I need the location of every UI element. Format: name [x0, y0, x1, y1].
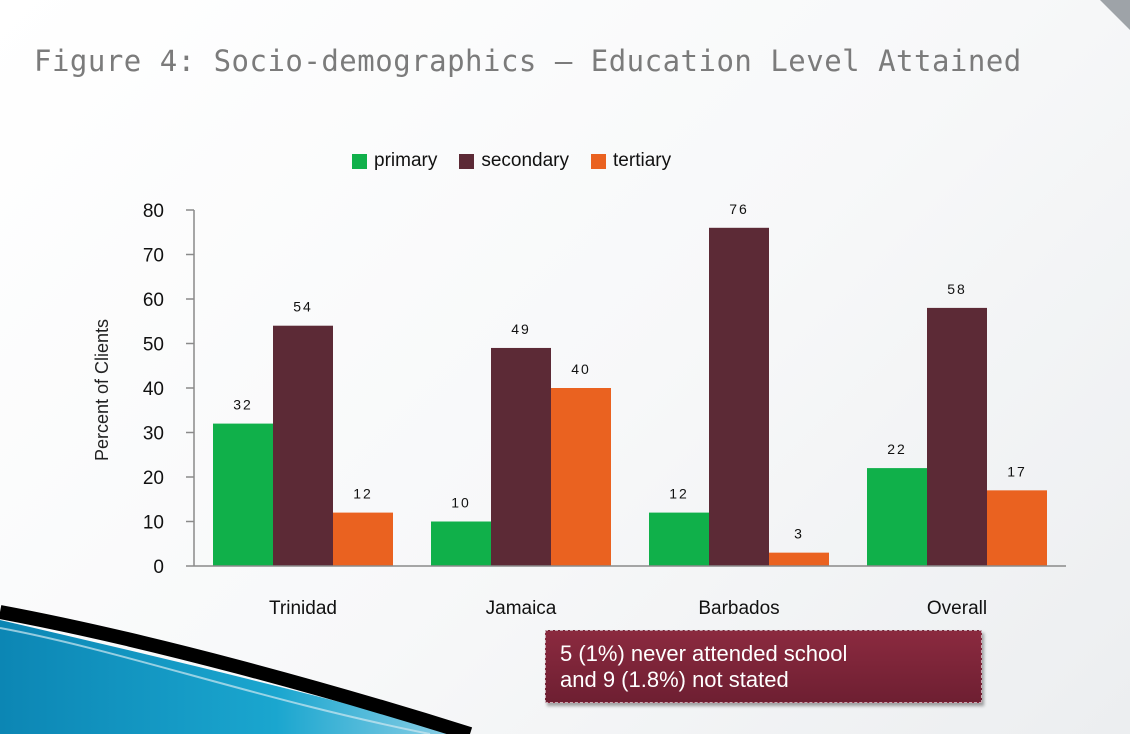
note-line-2: and 9 (1.8%) not stated: [560, 667, 789, 692]
legend-swatch-primary: [352, 153, 367, 169]
legend-item-primary: primary: [352, 150, 437, 172]
legend-item-tertiary: tertiary: [591, 150, 671, 172]
legend-label-secondary: secondary: [481, 150, 570, 171]
value-label-secondary-overall: 58: [947, 281, 967, 297]
value-label-primary-overall: 22: [887, 441, 907, 457]
bar-tertiary-overall: [987, 490, 1047, 566]
x-category-overall: Overall: [927, 598, 987, 619]
value-label-tertiary-jamaica: 40: [571, 361, 591, 377]
x-category-trinidad: Trinidad: [269, 598, 337, 619]
y-axis-label: Percent of Clients: [92, 319, 112, 461]
page-fold-corner: [1100, 0, 1130, 30]
legend-swatch-secondary: [459, 153, 475, 169]
value-label-primary-barbados: 12: [669, 486, 689, 502]
y-tick-label: 60: [143, 290, 164, 311]
bar-secondary-jamaica: [491, 347, 551, 566]
x-axis-categories: Trinidad Jamaica Barbados Overall: [269, 598, 987, 619]
y-tick-label: 30: [143, 424, 164, 445]
value-label-tertiary-barbados: 3: [794, 526, 804, 542]
value-label-secondary-trinidad: 54: [293, 299, 313, 315]
bar-tertiary-barbados: [769, 552, 829, 566]
x-category-jamaica: Jamaica: [486, 598, 557, 619]
y-axis-ticks: 0 10 20 30 40 50 60 70 80: [143, 201, 194, 578]
bar-primary-overall: [867, 468, 927, 566]
chart-legend: primary secondary tertiary: [352, 150, 671, 172]
value-label-secondary-barbados: 76: [729, 201, 749, 217]
legend-label-tertiary: tertiary: [613, 150, 672, 171]
value-label-primary-trinidad: 32: [233, 397, 253, 413]
value-label-tertiary-overall: 17: [1007, 463, 1027, 479]
value-label-tertiary-trinidad: 12: [353, 486, 373, 502]
y-tick-label: 20: [143, 468, 164, 489]
legend-swatch-tertiary: [591, 153, 607, 169]
y-tick-label: 70: [143, 246, 164, 267]
bar-primary-trinidad: [213, 423, 273, 566]
bar-primary-jamaica: [431, 521, 491, 566]
bar-secondary-overall: [927, 307, 987, 566]
y-tick-label: 40: [143, 379, 164, 400]
bar-secondary-trinidad: [273, 325, 333, 566]
bar-primary-barbados: [649, 512, 709, 566]
value-label-primary-jamaica: 10: [451, 495, 471, 511]
bar-series: [213, 227, 1047, 567]
note-line-1: 5 (1%) never attended school: [560, 641, 848, 666]
legend-item-secondary: secondary: [459, 150, 569, 172]
value-label-secondary-jamaica: 49: [511, 321, 531, 337]
y-tick-label: 80: [143, 201, 164, 222]
y-tick-label: 50: [143, 335, 164, 356]
bar-secondary-barbados: [709, 227, 769, 567]
x-category-barbados: Barbados: [698, 598, 779, 619]
slide-title: Figure 4: Socio-demographics – Education…: [34, 44, 1022, 78]
value-labels: 32 54 12 10 49 40 12 76 3 22 58 17: [233, 201, 1027, 542]
note-box: 5 (1%) never attended school and 9 (1.8%…: [545, 630, 982, 703]
y-tick-label: 10: [143, 513, 164, 534]
legend-label-primary: primary: [374, 150, 438, 171]
bar-tertiary-jamaica: [551, 388, 611, 566]
y-tick-label: 0: [153, 557, 164, 578]
bar-tertiary-trinidad: [333, 512, 393, 566]
